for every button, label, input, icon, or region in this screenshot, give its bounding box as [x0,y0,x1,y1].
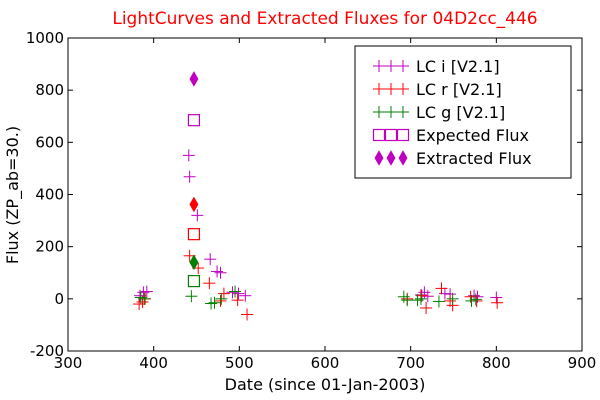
lc-point [401,294,414,307]
lc-point [490,291,503,304]
legend-marker [373,106,385,118]
lc-point [491,296,504,309]
lc-point [208,296,221,309]
legend-marker [372,128,386,142]
y-tick-label: 0 [54,290,64,308]
x-tick-label: 900 [568,354,597,372]
lc-point [239,289,252,302]
lc-point [191,209,204,222]
lc-point [137,286,150,299]
lc-point [414,292,427,305]
y-tick-label: 800 [35,81,64,99]
lc-point [432,295,445,308]
expected-flux-point [187,114,201,127]
lc-point [138,292,151,305]
legend-label: LC r [V2.1] [416,80,502,99]
lc-point [231,294,244,307]
legend-marker [374,150,384,166]
lc-point [211,265,224,278]
lc-point [203,277,216,290]
lc-point [226,286,239,299]
expected-flux-point [187,228,201,241]
y-tick-label: -200 [30,342,64,360]
chart-title: LightCurves and Extracted Fluxes for 04D… [112,9,537,29]
x-tick-label: 500 [225,354,254,372]
legend-label: Expected Flux [416,126,529,145]
lc-point [232,287,245,300]
legend-marker [385,83,397,95]
legend-marker [385,106,397,118]
lc-point [185,290,198,303]
y-tick-label: 600 [35,133,64,151]
lc-point [134,291,147,304]
lc-point [204,253,217,266]
lc-point [421,290,434,303]
lc-point [420,301,433,314]
lc-point [229,285,242,298]
lc-point [182,149,195,162]
x-tick-label: 400 [139,354,168,372]
legend-marker [397,106,409,118]
extracted-flux-point [189,254,199,271]
legend-marker [385,60,397,72]
x-tick-label: 700 [396,354,425,372]
legend-label: Extracted Flux [416,149,532,168]
lc-point [469,293,482,306]
lc-point [241,308,254,321]
y-tick-label: 200 [35,238,64,256]
y-axis-label: Flux (ZP_ab=30.) [3,126,23,264]
lc-point [217,287,230,300]
lc-point [214,266,227,279]
lc-point [446,292,459,305]
legend-marker [398,150,408,166]
lc-point [214,294,227,307]
y-tick-label: 400 [35,186,64,204]
legend-marker [397,83,409,95]
lc-point [133,298,146,311]
lc-point [438,287,451,300]
x-tick-label: 800 [482,354,511,372]
legend-marker [397,60,409,72]
lc-point [140,285,153,298]
legend-marker [384,128,398,142]
legend-marker [373,60,385,72]
lc-point [411,294,424,307]
x-axis-label: Date (since 01-Jan-2003) [225,375,426,394]
legend-marker [386,150,396,166]
legend-label: LC g [V2.1] [416,103,505,122]
legend-marker [396,128,410,142]
axis-ticks: 300 400 500 600 700 800 900 -200 0 200 400 600 800 10… [26,29,597,372]
lc-point [397,290,410,303]
data-marks [133,71,504,321]
extracted-flux-point [189,71,199,87]
lc-point [435,282,448,295]
lc-point [183,170,196,183]
extracted-flux-point [189,196,199,213]
legend-marker [373,83,385,95]
x-tick-label: 600 [311,354,340,372]
x-tick-label: 300 [54,354,83,372]
expected-flux-point [187,274,201,288]
legend-label: LC i [V2.1] [416,57,500,76]
lc-point [205,297,218,310]
legend: LC i [V2.1] LC r [V2.1] LC g [V2.1] Expecte… [354,45,572,179]
lc-point [215,292,228,305]
y-tick-label: 1000 [26,29,64,47]
